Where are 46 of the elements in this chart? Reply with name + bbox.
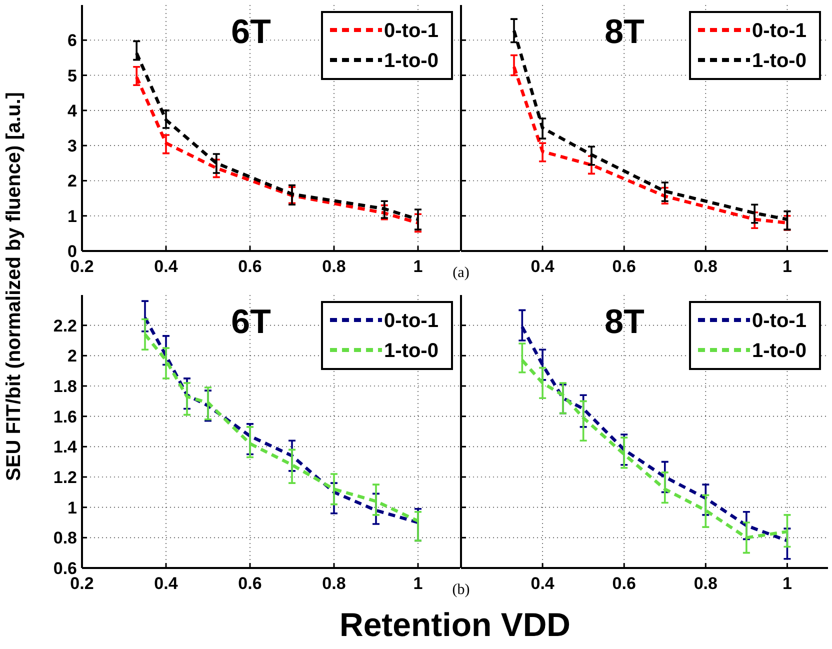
legend-label: 1-to-0: [384, 340, 438, 362]
chart-title: 8T: [604, 303, 645, 341]
legend-label: 1-to-0: [752, 50, 806, 72]
y-tick-label: 5: [68, 66, 77, 86]
y-tick-label: 0.8: [53, 528, 77, 548]
y-tick-label: 3: [68, 136, 77, 156]
y-axis-title: SEU FIT/bit (normalized by fluence) [a.u.]: [3, 92, 25, 481]
x-tick-label: 0.6: [238, 257, 262, 276]
legend-label: 1-to-0: [752, 340, 806, 362]
x-tick-label: 0.4: [530, 574, 555, 593]
x-tick-label: 0.6: [612, 257, 636, 276]
x-tick-label: 0.4: [154, 257, 178, 276]
y-tick-label: 6: [68, 31, 77, 50]
legend-label: 0-to-1: [384, 310, 438, 332]
legend-label: 1-to-0: [384, 50, 438, 72]
chart-title: 6T: [231, 13, 272, 51]
legend-label: 0-to-1: [752, 310, 806, 332]
y-tick-label: 2.2: [53, 316, 77, 336]
y-tick-label: 1.4: [53, 438, 78, 457]
y-tick-label: 1: [68, 498, 77, 518]
x-tick-label: 0.8: [322, 257, 346, 276]
x-tick-label: 1: [782, 257, 792, 276]
text: (b): [452, 582, 470, 598]
y-tick-label: 1.6: [53, 407, 77, 426]
text: (a): [452, 265, 470, 281]
x-tick-label: 0.4: [530, 257, 555, 276]
y-tick-label: 4: [68, 101, 78, 120]
x-tick-label: 0.6: [238, 574, 262, 593]
x-tick-label: 1: [413, 257, 423, 276]
x-tick-label: 0.4: [154, 574, 178, 593]
x-tick-label: 0.8: [322, 574, 346, 593]
x-axis-title: Retention VDD: [340, 606, 570, 643]
x-tick-label: 1: [782, 574, 792, 593]
legend-label: 0-to-1: [384, 20, 438, 42]
x-tick-label: 0.8: [694, 574, 718, 593]
x-tick-label: 1: [413, 574, 423, 593]
y-tick-label: 1: [68, 206, 77, 226]
x-tick-label: 0.8: [694, 257, 718, 276]
y-tick-label: 1.2: [53, 468, 77, 487]
y-tick-label: 2: [68, 172, 77, 191]
chart-title: 6T: [231, 303, 272, 341]
x-tick-label: 0.6: [612, 574, 636, 593]
chart-title: 8T: [604, 13, 645, 51]
legend-label: 0-to-1: [752, 20, 806, 42]
y-tick-label: 2: [68, 346, 77, 366]
y-tick-label: 1.8: [53, 377, 77, 396]
